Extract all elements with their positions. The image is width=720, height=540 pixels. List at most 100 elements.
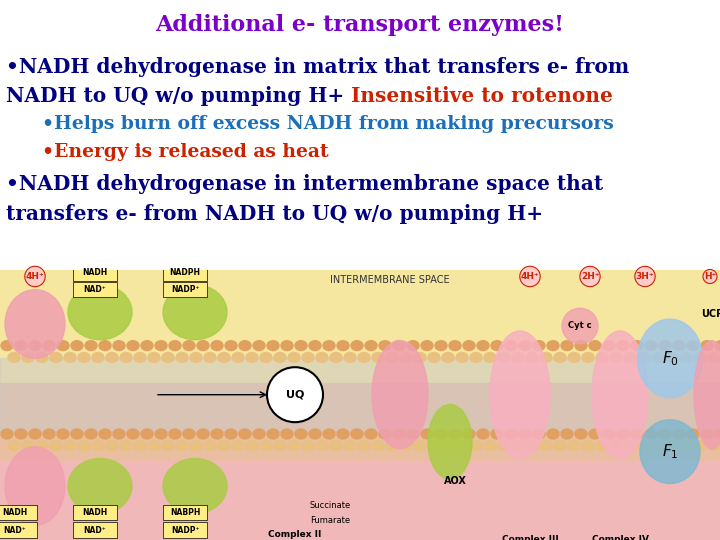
Text: H⁺: H⁺ — [704, 272, 716, 281]
Ellipse shape — [85, 341, 97, 350]
Ellipse shape — [428, 353, 440, 362]
Text: Complex III
Cytochrome bc$_1$
complex: Complex III Cytochrome bc$_1$ complex — [490, 535, 571, 540]
Ellipse shape — [421, 341, 433, 350]
Ellipse shape — [715, 341, 720, 350]
Ellipse shape — [477, 429, 489, 439]
Ellipse shape — [204, 353, 216, 362]
Ellipse shape — [561, 341, 573, 350]
Ellipse shape — [365, 429, 377, 439]
Ellipse shape — [547, 341, 559, 350]
Ellipse shape — [1, 341, 13, 350]
Ellipse shape — [225, 429, 237, 439]
Ellipse shape — [680, 441, 692, 451]
Ellipse shape — [148, 353, 160, 362]
Text: transfers e- from NADH to UQ w/o pumping H+: transfers e- from NADH to UQ w/o pumping… — [6, 204, 543, 224]
Ellipse shape — [36, 353, 48, 362]
Ellipse shape — [163, 458, 227, 514]
Ellipse shape — [162, 353, 174, 362]
Text: •Energy is released as heat: •Energy is released as heat — [29, 143, 328, 161]
Ellipse shape — [694, 441, 706, 451]
Ellipse shape — [638, 353, 650, 362]
Ellipse shape — [592, 331, 648, 458]
Ellipse shape — [43, 429, 55, 439]
Ellipse shape — [407, 341, 419, 350]
Ellipse shape — [43, 341, 55, 350]
Ellipse shape — [645, 341, 657, 350]
Ellipse shape — [309, 429, 321, 439]
Ellipse shape — [316, 353, 328, 362]
Ellipse shape — [68, 285, 132, 340]
Ellipse shape — [29, 429, 41, 439]
Ellipse shape — [372, 341, 428, 449]
Ellipse shape — [708, 441, 720, 451]
Ellipse shape — [640, 420, 700, 483]
Ellipse shape — [5, 289, 65, 359]
Ellipse shape — [183, 429, 195, 439]
Ellipse shape — [204, 441, 216, 451]
Ellipse shape — [407, 429, 419, 439]
Ellipse shape — [295, 429, 307, 439]
Ellipse shape — [197, 429, 209, 439]
Ellipse shape — [449, 429, 461, 439]
Ellipse shape — [659, 429, 671, 439]
Ellipse shape — [120, 441, 132, 451]
Ellipse shape — [281, 341, 293, 350]
Text: UQ: UQ — [286, 390, 304, 400]
Ellipse shape — [163, 285, 227, 340]
Ellipse shape — [225, 341, 237, 350]
Ellipse shape — [267, 429, 279, 439]
Ellipse shape — [344, 353, 356, 362]
Ellipse shape — [372, 353, 384, 362]
Ellipse shape — [148, 441, 160, 451]
Ellipse shape — [358, 441, 370, 451]
Ellipse shape — [127, 341, 139, 350]
Ellipse shape — [484, 353, 496, 362]
Ellipse shape — [701, 341, 713, 350]
Ellipse shape — [134, 353, 146, 362]
Text: NADH: NADH — [82, 508, 107, 517]
Ellipse shape — [554, 441, 566, 451]
Text: $F_0$: $F_0$ — [662, 349, 678, 368]
Text: NADPH: NADPH — [169, 268, 200, 278]
Ellipse shape — [575, 429, 587, 439]
Ellipse shape — [414, 353, 426, 362]
Ellipse shape — [484, 441, 496, 451]
Ellipse shape — [386, 353, 398, 362]
Ellipse shape — [400, 441, 412, 451]
Ellipse shape — [106, 441, 118, 451]
Ellipse shape — [421, 429, 433, 439]
Bar — [0, 462, 720, 540]
Bar — [163, 505, 207, 521]
Bar — [0, 383, 720, 462]
Ellipse shape — [176, 353, 188, 362]
Ellipse shape — [316, 441, 328, 451]
Ellipse shape — [470, 441, 482, 451]
Ellipse shape — [1, 429, 13, 439]
Text: NADH: NADH — [2, 508, 27, 517]
Ellipse shape — [715, 429, 720, 439]
Ellipse shape — [435, 429, 447, 439]
Ellipse shape — [211, 429, 223, 439]
Ellipse shape — [29, 341, 41, 350]
Ellipse shape — [561, 429, 573, 439]
Ellipse shape — [505, 429, 517, 439]
Ellipse shape — [687, 341, 699, 350]
Ellipse shape — [589, 341, 601, 350]
Ellipse shape — [337, 341, 349, 350]
Ellipse shape — [57, 429, 69, 439]
Bar — [0, 522, 37, 538]
Bar — [163, 265, 207, 281]
Bar — [73, 265, 117, 281]
Ellipse shape — [589, 429, 601, 439]
Ellipse shape — [414, 441, 426, 451]
Text: Complex II
Succinate: Complex II Succinate — [269, 530, 322, 540]
Bar — [0, 359, 720, 432]
Text: NADH to UQ w/o pumping H+: NADH to UQ w/o pumping H+ — [6, 86, 351, 106]
Ellipse shape — [645, 429, 657, 439]
Ellipse shape — [120, 353, 132, 362]
Ellipse shape — [260, 353, 272, 362]
Ellipse shape — [596, 441, 608, 451]
Ellipse shape — [351, 341, 363, 350]
Ellipse shape — [463, 429, 475, 439]
Bar — [0, 270, 720, 383]
